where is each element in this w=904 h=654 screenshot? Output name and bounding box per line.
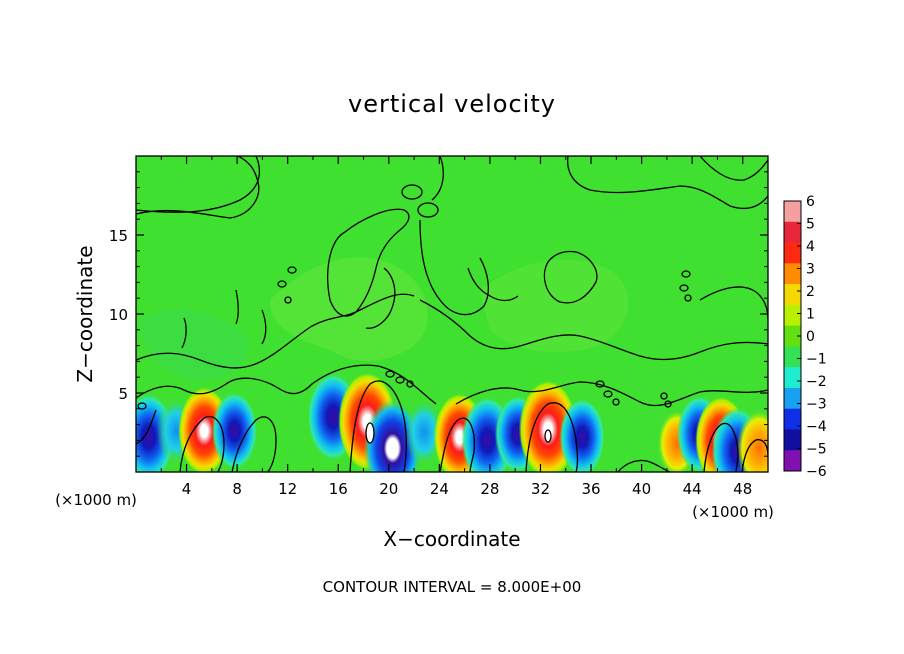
x-tick-label: 48 (733, 480, 752, 498)
colorbar-label: 0 (806, 329, 815, 345)
downdraft-cell (404, 398, 444, 467)
y-axis-label: Z−coordinate (73, 245, 97, 382)
colorbar-swatch (784, 408, 801, 430)
colorbar-label: 6 (806, 194, 815, 210)
updraft-cell (736, 409, 768, 472)
colorbar-swatch (784, 450, 801, 472)
y-tick-label: 10 (109, 306, 128, 324)
colorbar-swatch (784, 429, 801, 451)
colorbar-swatch (784, 325, 801, 347)
colorbar-label: 4 (806, 239, 815, 255)
colorbar: 6 5 4 3 2 1 0 −1 −2 −3 −4 −5 −6 (783, 194, 827, 480)
x-tick-label: 8 (232, 480, 242, 498)
x-tick-label: 36 (581, 480, 600, 498)
downdraft-cell (211, 392, 258, 470)
colorbar-label: 1 (806, 307, 815, 323)
field-texture (140, 309, 248, 380)
y-tick-label: 15 (109, 227, 128, 245)
colorbar-label: −6 (806, 464, 827, 480)
x-tick-label: 24 (430, 480, 449, 498)
colorbar-swatch (784, 387, 801, 410)
contour-lines (136, 156, 768, 472)
x-tick-label: 20 (379, 480, 398, 498)
colorbar-label: −4 (806, 419, 827, 435)
colorbar-label: 3 (806, 262, 815, 278)
colorbar-swatch (784, 263, 801, 285)
colorbar-swatch (784, 242, 801, 264)
colorbar-swatch (784, 367, 801, 389)
x-tick-label: 4 (182, 480, 192, 498)
colorbar-swatch (784, 221, 801, 244)
x-tick-label: 28 (480, 480, 499, 498)
x-unit-left: (×1000 m) (55, 491, 137, 509)
field-texture (480, 259, 629, 353)
downdraft-cell (559, 398, 605, 472)
colorbar-swatch (784, 304, 801, 327)
colorbar-label: −3 (806, 397, 827, 413)
colorbar-swatch (784, 284, 801, 306)
x-tick-label: 44 (683, 480, 702, 498)
x-axis-label: X−coordinate (383, 527, 520, 551)
x-unit-right: (×1000 m) (692, 503, 774, 521)
x-tick-label: 40 (632, 480, 651, 498)
colorbar-swatch (784, 201, 801, 223)
x-tick-label: 16 (329, 480, 348, 498)
chart-title: vertical velocity (348, 90, 556, 118)
contour-interval-text: CONTOUR INTERVAL = 8.000E+00 (323, 578, 582, 596)
x-tick-label: 32 (531, 480, 550, 498)
colorbar-label: −2 (806, 374, 827, 390)
colorbar-label: 5 (806, 217, 815, 233)
y-tick-label: 5 (118, 385, 128, 403)
colorbar-swatch (784, 346, 801, 368)
colorbar-label: −1 (806, 352, 827, 368)
colorbar-label: 2 (806, 284, 815, 300)
field-texture (270, 257, 428, 361)
x-tick-label: 12 (278, 480, 297, 498)
colorbar-label: −5 (806, 442, 827, 458)
